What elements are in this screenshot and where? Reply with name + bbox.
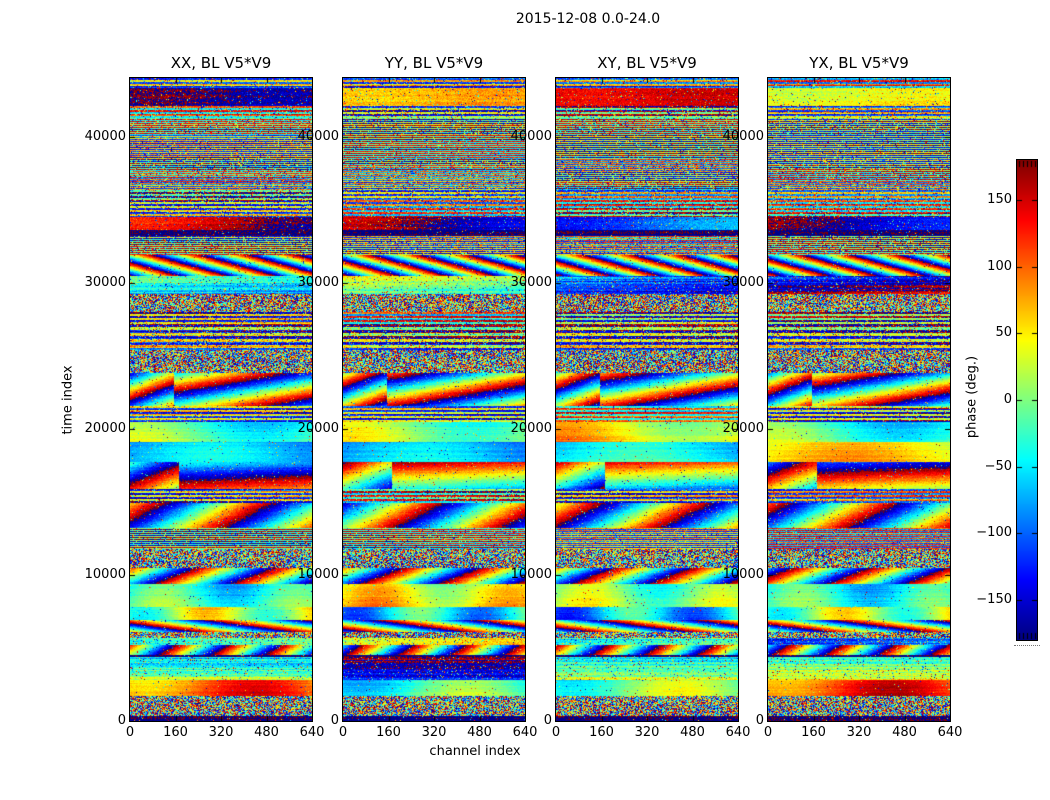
colorbar-tick-label: 50 — [995, 325, 1012, 341]
x-tick-label: 0 — [551, 725, 561, 740]
heatmap-canvas-xx — [130, 78, 312, 721]
heatmap-canvas-yy — [343, 78, 525, 721]
x-tick-label: 640 — [725, 725, 751, 740]
x-tick-label: 320 — [208, 725, 234, 740]
y-tick-label: 40000 — [510, 129, 552, 144]
y-tick-label: 30000 — [84, 275, 126, 290]
y-tick-label: 30000 — [297, 275, 339, 290]
colorbar-tick-label: −100 — [976, 525, 1012, 541]
x-tick-label: 320 — [846, 725, 872, 740]
y-tick-label: 0 — [117, 713, 126, 728]
figure-title: 2015-12-08 0.0-24.0 — [515, 11, 661, 27]
y-tick-label: 10000 — [84, 567, 126, 582]
x-tick-label: 160 — [163, 725, 188, 740]
x-tick-label: 320 — [634, 725, 660, 740]
x-tick-label: 480 — [467, 725, 492, 740]
heatmap-panel-xy — [555, 77, 739, 722]
x-tick-label: 640 — [937, 725, 963, 740]
y-tick-label: 30000 — [510, 275, 552, 290]
y-tick-label: 20000 — [84, 421, 126, 436]
y-tick-label: 10000 — [510, 567, 552, 582]
x-tick-label: 0 — [763, 725, 773, 740]
panel-title-yy: YY, BL V5*V9 — [384, 54, 484, 72]
y-tick-label: 40000 — [297, 129, 339, 144]
panel-title-yx: YX, BL V5*V9 — [809, 54, 909, 72]
heatmap-panel-yy — [342, 77, 526, 722]
y-tick-label: 0 — [330, 713, 339, 728]
y-tick-label: 20000 — [722, 421, 764, 436]
colorbar-tick-label: 100 — [987, 258, 1012, 274]
colorbar-bottom-dotted-line — [1014, 645, 1040, 646]
heatmap-canvas-xy — [556, 78, 738, 721]
y-tick-label: 0 — [755, 713, 764, 728]
y-tick-label: 10000 — [722, 567, 764, 582]
panel-title-xy: XY, BL V5*V9 — [597, 54, 697, 72]
x-tick-label: 160 — [589, 725, 614, 740]
colorbar-tick-label: −50 — [984, 458, 1012, 474]
colorbar — [1016, 159, 1038, 641]
x-tick-label: 480 — [680, 725, 705, 740]
y-tick-label: 10000 — [297, 567, 339, 582]
x-tick-label: 160 — [801, 725, 826, 740]
colorbar-tick-label: −150 — [976, 592, 1012, 607]
panel-title-xx: XX, BL V5*V9 — [170, 54, 272, 72]
colorbar-tick-label: 150 — [987, 192, 1012, 207]
x-tick-label: 160 — [376, 725, 401, 740]
x-axis-label: channel index — [429, 744, 521, 759]
x-tick-label: 0 — [338, 725, 348, 740]
heatmap-canvas-yx — [768, 78, 950, 721]
colorbar-gradient — [1017, 160, 1037, 640]
x-tick-label: 480 — [254, 725, 279, 740]
x-tick-label: 480 — [892, 725, 917, 740]
y-tick-label: 40000 — [722, 129, 764, 144]
x-tick-label: 640 — [512, 725, 538, 740]
colorbar-tick-label: 0 — [1003, 392, 1012, 407]
y-tick-label: 30000 — [722, 275, 764, 290]
y-tick-label: 40000 — [84, 129, 126, 144]
y-tick-label: 0 — [543, 713, 552, 728]
heatmap-panel-xx — [129, 77, 313, 722]
x-tick-label: 0 — [125, 725, 135, 740]
y-tick-label: 20000 — [297, 421, 339, 436]
x-tick-label: 640 — [299, 725, 325, 740]
heatmap-panel-yx — [767, 77, 951, 722]
x-tick-label: 320 — [421, 725, 447, 740]
y-tick-label: 20000 — [510, 421, 552, 436]
